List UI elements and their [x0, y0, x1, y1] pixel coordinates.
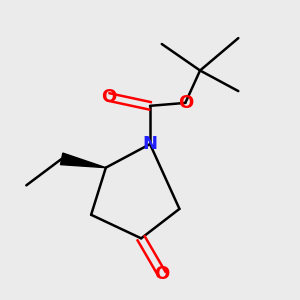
Text: O: O: [178, 94, 193, 112]
Text: O: O: [154, 265, 170, 283]
Polygon shape: [61, 153, 106, 168]
Text: N: N: [142, 135, 158, 153]
Text: O: O: [101, 88, 116, 106]
